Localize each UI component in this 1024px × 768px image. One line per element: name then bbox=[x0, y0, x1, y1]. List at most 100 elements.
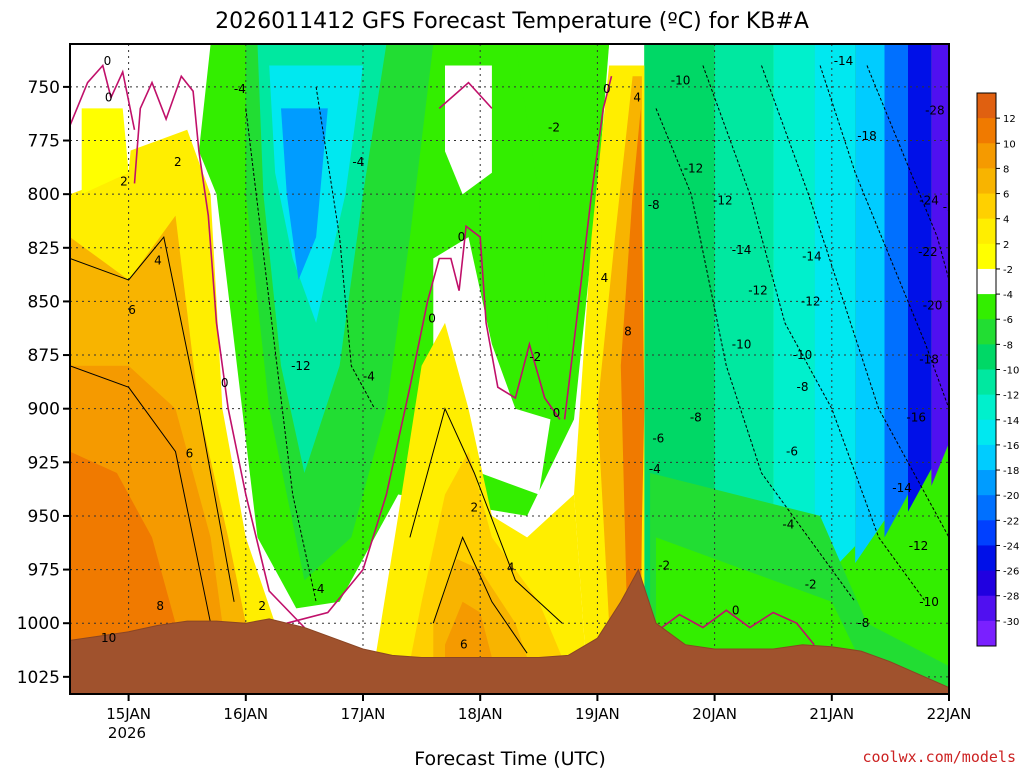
contour-label: 0 bbox=[428, 312, 436, 326]
contour-label: 2 bbox=[174, 155, 182, 169]
y-tick-label: 850 bbox=[28, 292, 60, 312]
colorbar-tick-label: -12 bbox=[1003, 391, 1019, 402]
colorbar-swatch bbox=[977, 268, 996, 295]
contour-label: -6 bbox=[652, 432, 664, 446]
contour-label: 4 bbox=[507, 560, 515, 574]
isotherm-line bbox=[245, 108, 317, 602]
colorbar-tick-label: 12 bbox=[1003, 114, 1016, 125]
contour-label: -10 bbox=[671, 74, 691, 88]
contour-label: -28 bbox=[925, 104, 945, 118]
colorbar-swatch bbox=[977, 419, 996, 446]
colorbar-swatch bbox=[977, 545, 996, 572]
contour-label: -26 bbox=[943, 200, 963, 214]
colorbar-swatch bbox=[977, 294, 996, 320]
colorbar-tick-label: -18 bbox=[1003, 466, 1019, 477]
contour-label: -4 bbox=[352, 155, 364, 169]
contour-label: 8 bbox=[156, 599, 164, 613]
isotherm-line bbox=[70, 235, 235, 602]
warm-left-yellow-top bbox=[81, 108, 129, 195]
contour-label: 0 bbox=[221, 376, 229, 390]
y-tick-label: 750 bbox=[28, 78, 60, 98]
isotherm-line bbox=[409, 407, 563, 624]
contour-label: 6 bbox=[460, 638, 468, 652]
cold-band-5 bbox=[884, 44, 908, 538]
contour-label: -8 bbox=[857, 616, 869, 630]
contour-label: -12 bbox=[909, 539, 929, 553]
colorbar-swatch bbox=[977, 470, 996, 496]
contour-label: -2 bbox=[805, 578, 817, 592]
x-tick-label: 18JAN bbox=[458, 705, 503, 723]
contour-label: -4 bbox=[234, 82, 246, 96]
spike-orange2 bbox=[620, 108, 645, 602]
isotherm-line bbox=[315, 86, 376, 409]
colorbar-tick-label: -6 bbox=[1003, 315, 1013, 326]
colorbar-tick-label: -8 bbox=[1003, 340, 1013, 351]
contour-label: 0 bbox=[105, 91, 113, 105]
mid-white2 bbox=[445, 65, 492, 195]
contour-label: 0 bbox=[458, 230, 466, 244]
colorbar-tick-label: -26 bbox=[1003, 567, 1019, 578]
contour-label: 2 bbox=[258, 599, 266, 613]
contour-label: -12 bbox=[291, 359, 311, 373]
contour-label: -16 bbox=[906, 410, 926, 424]
contour-label: -8 bbox=[690, 410, 702, 424]
surface-terrain bbox=[70, 568, 949, 694]
contour-label: -2 bbox=[529, 350, 541, 364]
contour-label: 0 bbox=[104, 54, 112, 68]
y-tick-label: 775 bbox=[28, 132, 60, 152]
colorbar-swatch bbox=[977, 218, 996, 245]
y-tick-label: 925 bbox=[28, 453, 60, 473]
x-axis-ticks: 15JAN 16JAN 17JAN 18JAN 19JAN 20JAN 21JAN 22JAN bbox=[106, 694, 971, 723]
colorbar-tick-label: -22 bbox=[1003, 516, 1019, 527]
colorbar-tick-label: -2 bbox=[1003, 265, 1013, 276]
contour-label: -4 bbox=[313, 582, 325, 596]
colorbar-tick-label: -20 bbox=[1003, 491, 1019, 502]
contour-label: -4 bbox=[363, 370, 375, 384]
colorbar-tick-label: 4 bbox=[1003, 215, 1009, 226]
zero-isotherm bbox=[70, 63, 136, 130]
isotherm-line bbox=[819, 65, 949, 409]
contour-label: -24 bbox=[919, 194, 939, 208]
colorbar-swatch bbox=[977, 394, 996, 421]
contour-label: 0 bbox=[732, 603, 740, 617]
contour-label: 0 bbox=[553, 406, 561, 420]
colorbar-legend: 12 10 8 6 4 2 -2 -4 -6 -8 -10 -12 -14 -16 -18 -20 -22 -24… bbox=[976, 92, 1019, 647]
contour-label: 0 bbox=[603, 82, 611, 96]
contour-label: -12 bbox=[684, 161, 704, 175]
x-tick-label: 19JAN bbox=[575, 705, 620, 723]
contour-label: -12 bbox=[748, 284, 768, 298]
contour-label: 4 bbox=[601, 271, 609, 285]
contour-label: -10 bbox=[732, 337, 752, 351]
colorbar-swatch bbox=[977, 243, 996, 270]
x-tick-label: 21JAN bbox=[809, 705, 854, 723]
cold-band-6 bbox=[908, 44, 932, 512]
contour-label: 2 bbox=[120, 174, 128, 188]
y-tick-label: 800 bbox=[28, 185, 60, 205]
contour-label: -12 bbox=[801, 294, 821, 308]
contour-label: 4 bbox=[633, 91, 641, 105]
cold-band-7 bbox=[931, 44, 949, 486]
contour-label: -8 bbox=[648, 198, 660, 212]
colorbar-swatch bbox=[977, 495, 996, 521]
colorbar-swatch bbox=[977, 444, 996, 471]
zero-isotherm-lines bbox=[70, 63, 815, 646]
cold-band-4 bbox=[855, 44, 885, 564]
y-tick-label: 1025 bbox=[17, 668, 60, 688]
x-tick-label: 16JAN bbox=[223, 705, 268, 723]
zero-isotherm bbox=[438, 81, 493, 110]
cold-band-3 bbox=[814, 44, 856, 589]
contour-labels: 002246681002-4-4-12-4-4-2000-22460448-10… bbox=[101, 54, 963, 652]
colorbar-swatch bbox=[977, 369, 996, 396]
contour-label: -10 bbox=[793, 348, 813, 362]
x-tick-label: 20JAN bbox=[692, 705, 737, 723]
contour-label: -18 bbox=[919, 352, 939, 366]
x-year-label: 2026 bbox=[108, 724, 146, 742]
isotherm-line bbox=[432, 536, 528, 654]
contour-label: 4 bbox=[154, 254, 162, 268]
contour-label: -6 bbox=[786, 445, 798, 459]
credit-link[interactable]: coolwx.com/models bbox=[862, 748, 1016, 766]
contour-label: -14 bbox=[892, 481, 912, 495]
zero-isotherm bbox=[563, 76, 613, 420]
contour-label: -14 bbox=[834, 54, 854, 68]
colorbar-tick-label: 8 bbox=[1003, 164, 1009, 175]
